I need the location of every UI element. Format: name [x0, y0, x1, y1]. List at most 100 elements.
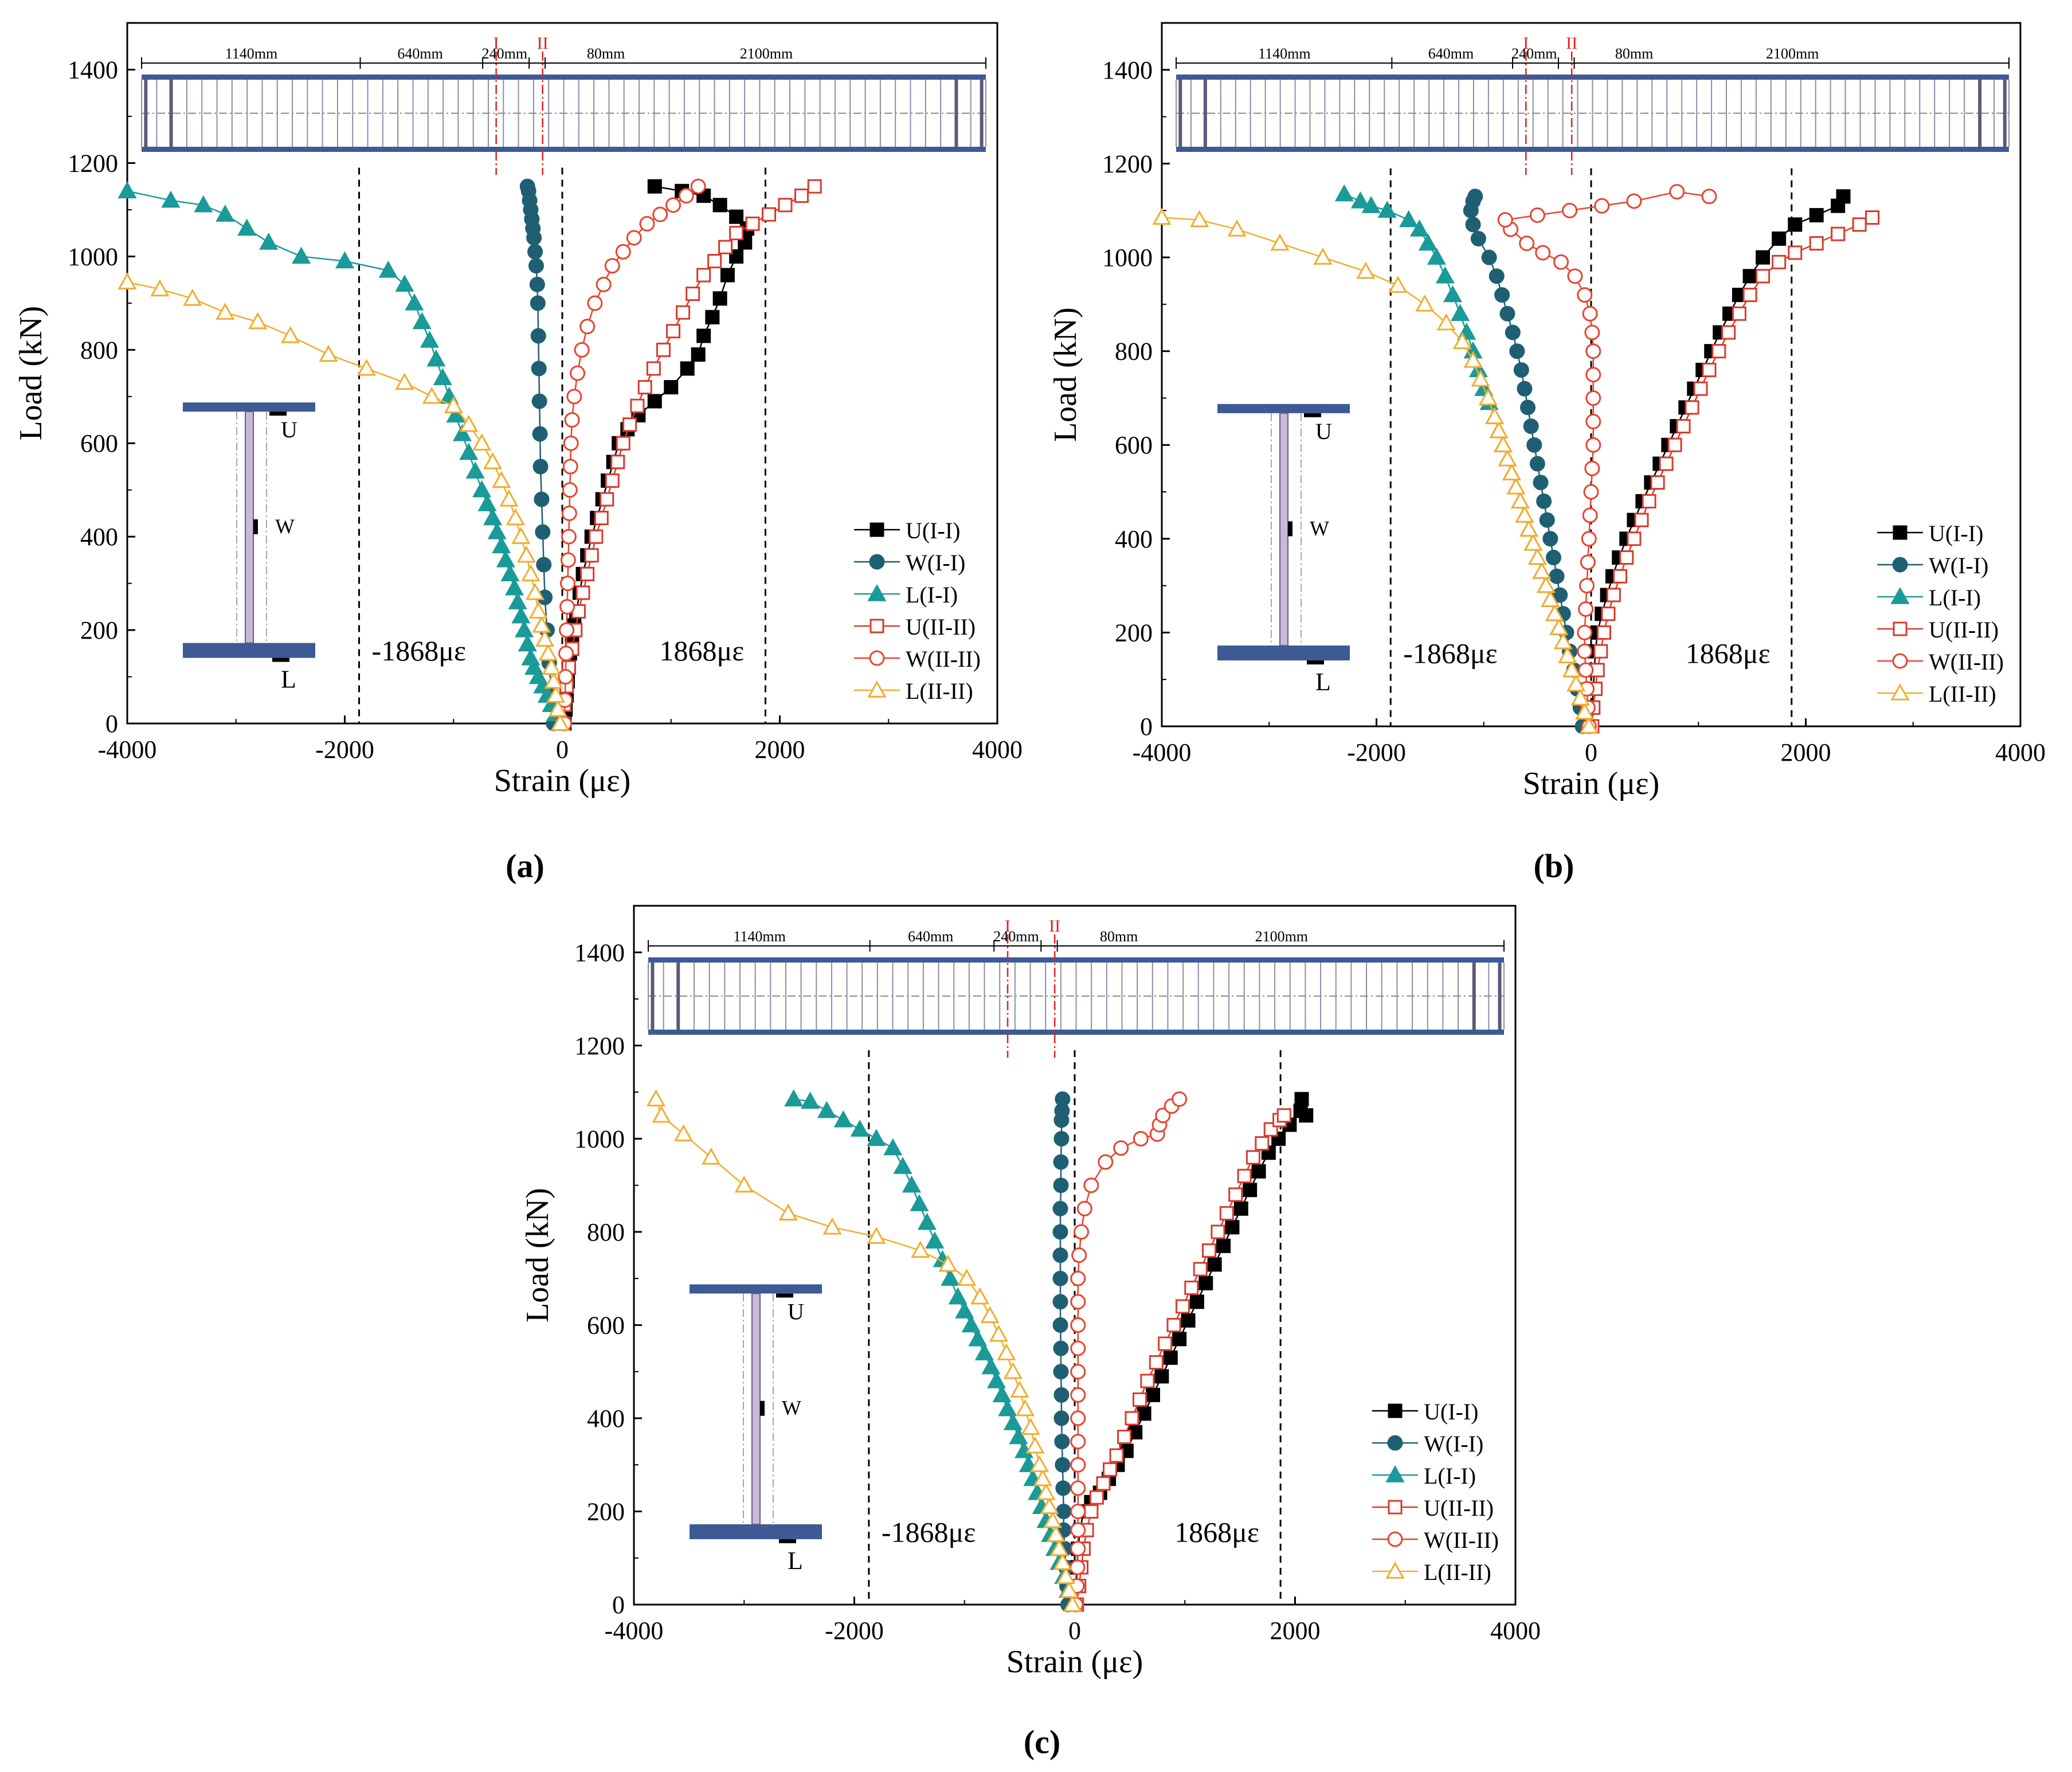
gauge-L [1307, 660, 1324, 665]
data-point [516, 545, 536, 563]
data-point [1189, 210, 1209, 228]
data-point [183, 288, 202, 306]
data-point [1580, 554, 1596, 570]
data-point [910, 1194, 929, 1211]
y-tick-label: 1000 [68, 242, 118, 271]
data-point [532, 459, 549, 475]
y-axis-label: Load (kN) [1048, 307, 1083, 442]
data-point [1083, 1178, 1099, 1194]
reference-label-negative: -1868με [882, 1516, 976, 1548]
data-point [1562, 202, 1578, 218]
data-point [459, 443, 479, 460]
data-point [570, 365, 586, 381]
beam-dimension: 80mm [587, 45, 625, 62]
data-point [477, 494, 497, 511]
data-point [1415, 294, 1435, 312]
series-L(II-II) [646, 1089, 1082, 1612]
data-point [1581, 531, 1597, 547]
data-point [492, 536, 511, 554]
beam-dimension: 1140mm [225, 45, 277, 62]
data-point [1489, 421, 1509, 439]
data-point [1052, 1247, 1068, 1263]
data-point [1578, 662, 1594, 678]
data-point [535, 524, 551, 540]
beam-dimension: 640mm [1428, 45, 1474, 62]
legend: U(I-I) W(I-I) L(I-I) U(II-II) W(II-II) L(II-I… [854, 518, 981, 704]
data-point [1009, 1427, 1028, 1445]
data-point [550, 713, 570, 731]
data-point [1711, 344, 1726, 359]
data-point [729, 249, 744, 264]
data-point [515, 620, 534, 637]
data-point [626, 230, 642, 246]
data-point [1149, 1355, 1164, 1370]
data-point [1582, 507, 1598, 523]
gauge-W [1288, 521, 1292, 537]
cross-section-inset: U W L [690, 1284, 822, 1575]
data-point [1517, 381, 1533, 397]
y-tick-label: 1000 [574, 1125, 625, 1153]
data-point [216, 303, 235, 320]
section-bottom-flange [690, 1524, 822, 1539]
data-point [807, 179, 822, 194]
data-point [1216, 1238, 1231, 1253]
end-stiffener [169, 80, 173, 147]
data-point [1019, 1455, 1038, 1472]
data-point [1502, 463, 1521, 480]
data-point [532, 615, 551, 633]
data-point [1535, 245, 1551, 261]
legend-marker [867, 584, 887, 601]
section-top-flange [690, 1284, 822, 1294]
data-point [1831, 226, 1846, 241]
data-point [1350, 191, 1370, 209]
data-point [833, 1110, 853, 1128]
data-point [1579, 578, 1595, 594]
legend-label: U(II-II) [1929, 617, 1999, 643]
data-point [1451, 304, 1470, 321]
data-point [499, 489, 519, 507]
data-point [1594, 198, 1610, 214]
x-tick-label: -4000 [605, 1617, 664, 1645]
beam-dimension: 1140mm [1258, 45, 1310, 62]
data-point [574, 342, 590, 358]
data-point [734, 1175, 754, 1193]
data-point [622, 417, 637, 432]
data-point [426, 349, 446, 367]
data-point [535, 629, 555, 647]
data-point [639, 216, 655, 232]
data-point [1053, 1364, 1069, 1380]
data-point [487, 522, 507, 539]
data-point [1245, 1150, 1260, 1165]
data-point [1025, 1436, 1045, 1454]
data-point [1676, 418, 1691, 433]
data-point [511, 606, 531, 624]
legend-label: W(I-I) [906, 550, 965, 576]
data-point [1053, 1154, 1069, 1170]
data-point [579, 319, 596, 335]
data-point [161, 190, 181, 208]
data-point [867, 1129, 886, 1147]
data-point [1052, 1200, 1068, 1216]
data-point [678, 187, 694, 204]
cross-section-inset: U W L [183, 402, 315, 694]
beam-dimension: 240mm [482, 45, 527, 62]
data-point [1732, 306, 1746, 321]
y-tick-label: 1200 [68, 149, 118, 177]
data-point [656, 342, 671, 357]
legend-label: W(I-I) [1424, 1431, 1483, 1457]
data-point [508, 592, 527, 609]
y-tick-label: 400 [587, 1405, 625, 1433]
x-tick-label: -4000 [98, 736, 157, 764]
legend-marker [1890, 683, 1910, 701]
beam-dimension: 2100mm [1255, 928, 1308, 945]
data-point [596, 276, 612, 292]
legend-label: U(I-I) [1424, 1399, 1479, 1425]
data-point [395, 373, 414, 390]
x-tick-label: -2000 [1347, 738, 1406, 766]
data-point [1198, 1276, 1213, 1290]
data-point [1070, 1540, 1086, 1556]
section-mark-II: II [537, 34, 549, 53]
data-point [1585, 413, 1601, 429]
data-point [1532, 561, 1552, 579]
legend-marker [1388, 1500, 1403, 1515]
